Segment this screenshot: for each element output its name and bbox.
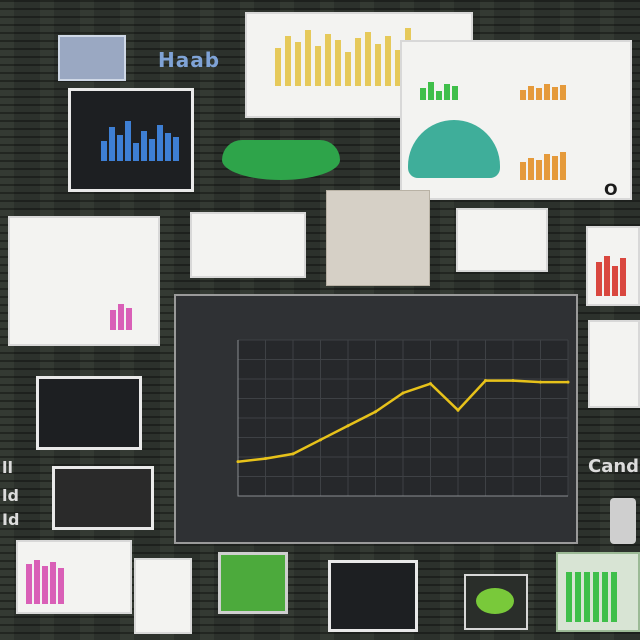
left-report-card[interactable] bbox=[8, 216, 160, 346]
bottom-illustration-card[interactable] bbox=[134, 558, 192, 634]
data-point bbox=[511, 379, 515, 383]
logo-text: Haab bbox=[158, 48, 221, 72]
orange-bars bbox=[520, 80, 566, 100]
orange-bars-lower bbox=[520, 150, 566, 180]
bottom-green-blob-card[interactable] bbox=[464, 574, 528, 630]
left-label-top: ll bbox=[2, 458, 13, 477]
pink-bars bbox=[110, 304, 132, 330]
dark-window-2[interactable] bbox=[52, 466, 154, 530]
yellow-bars bbox=[275, 28, 411, 86]
data-point bbox=[429, 382, 432, 386]
pink-bars-bottom bbox=[26, 560, 64, 604]
dark-bar-chart-card[interactable] bbox=[68, 88, 194, 192]
line-chart bbox=[236, 339, 570, 497]
right-label: Cand bbox=[588, 456, 640, 477]
green-blob-icon bbox=[476, 588, 514, 614]
data-point bbox=[291, 452, 295, 456]
left-label-bottom: Id bbox=[2, 510, 20, 529]
bottom-green-tile[interactable] bbox=[218, 552, 288, 614]
green-leaf-graphic bbox=[222, 140, 340, 180]
main-chart-panel[interactable] bbox=[174, 294, 578, 544]
data-point bbox=[374, 410, 377, 414]
left-label-mid: ld bbox=[2, 486, 19, 505]
green-bars bbox=[420, 80, 458, 100]
green-bars-bottom bbox=[566, 572, 617, 622]
illustrated-card[interactable] bbox=[190, 212, 306, 278]
right-small-card[interactable] bbox=[456, 208, 548, 272]
data-point bbox=[264, 457, 267, 461]
data-point bbox=[346, 424, 350, 428]
dark-window-1[interactable] bbox=[36, 376, 142, 450]
data-point bbox=[401, 391, 405, 395]
red-bars bbox=[596, 256, 626, 296]
bottom-right-green-bars[interactable] bbox=[556, 552, 640, 632]
right-edge-card[interactable] bbox=[588, 320, 640, 408]
chart-axes bbox=[237, 340, 568, 497]
data-point bbox=[319, 438, 322, 442]
notes-sheet[interactable] bbox=[326, 190, 430, 286]
data-point bbox=[539, 380, 542, 384]
cylinder-icon bbox=[610, 498, 636, 544]
data-point bbox=[566, 380, 570, 384]
data-point bbox=[484, 379, 487, 383]
small-window-thumbnail[interactable] bbox=[58, 35, 126, 81]
bottom-dark-window[interactable] bbox=[328, 560, 418, 632]
blue-bars bbox=[101, 121, 179, 161]
data-point bbox=[456, 408, 460, 412]
bottom-pink-card[interactable] bbox=[16, 540, 132, 614]
red-bars-card[interactable] bbox=[586, 226, 640, 306]
corner-mark: O bbox=[604, 180, 618, 199]
data-point bbox=[236, 460, 240, 464]
